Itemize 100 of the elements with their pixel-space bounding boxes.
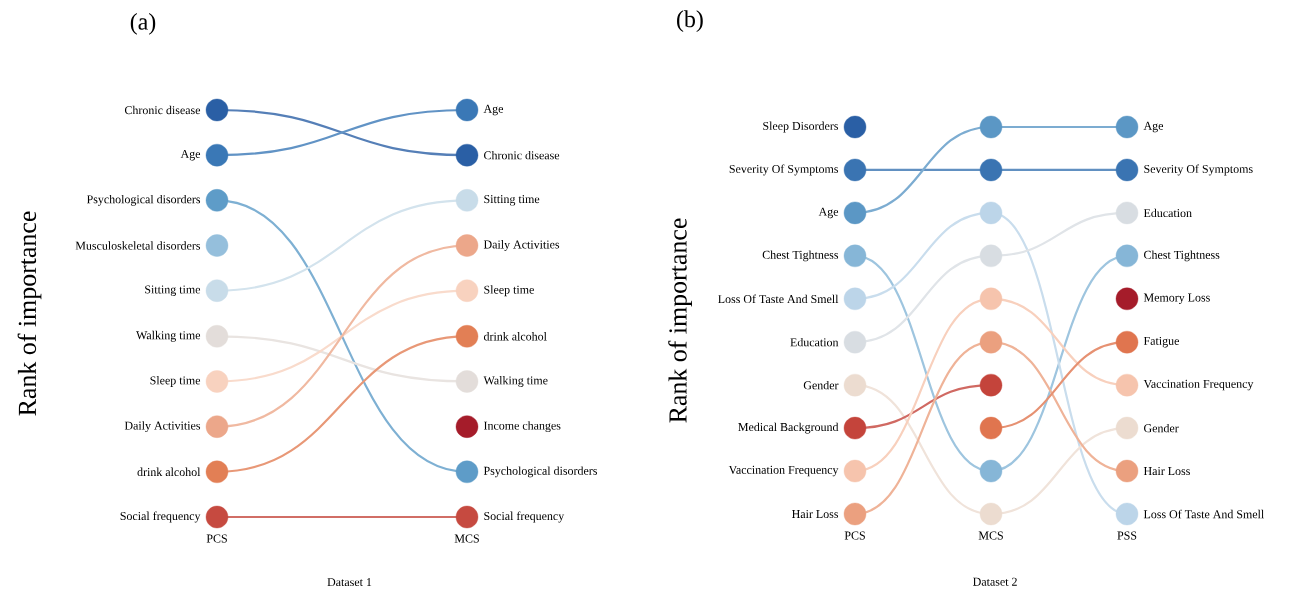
x-tick-label: PCS xyxy=(206,534,227,543)
point xyxy=(979,115,1003,139)
x-tick-label: MCS xyxy=(978,531,1003,540)
point xyxy=(205,279,229,302)
legend-label: Education xyxy=(1143,208,1192,218)
point xyxy=(1115,244,1139,268)
point xyxy=(843,201,867,225)
text: Severity Of Symptoms xyxy=(729,164,839,176)
point xyxy=(1115,201,1139,225)
text: Chest Tightness xyxy=(762,250,839,262)
point xyxy=(979,201,1003,225)
point xyxy=(205,415,229,438)
point xyxy=(455,325,479,348)
point xyxy=(455,98,479,122)
text: Age xyxy=(818,207,839,219)
text: Gender xyxy=(803,380,839,390)
y-axis-title: Rank of importance xyxy=(17,211,42,416)
legend-label: Age xyxy=(483,104,504,116)
text: Vaccination Frequency xyxy=(728,465,839,477)
legend-label: Chronic disease xyxy=(484,150,560,160)
series-label: Musculoskeletal disorders xyxy=(75,241,201,250)
x-tick-label: PSS xyxy=(1117,531,1137,540)
text: Chronic disease xyxy=(124,105,201,115)
point xyxy=(843,373,867,397)
point xyxy=(205,460,229,484)
point xyxy=(1115,459,1139,483)
point xyxy=(455,234,479,257)
legend-label: Income changes xyxy=(483,421,561,433)
legend-label: Sitting time xyxy=(484,195,540,206)
legend-label: Vaccination Frequency xyxy=(1143,379,1254,391)
point xyxy=(455,505,479,529)
point xyxy=(1115,502,1139,526)
point xyxy=(455,460,479,484)
text: Social frequency xyxy=(120,511,201,523)
chart-title: (b) xyxy=(677,10,703,33)
text: Sitting time xyxy=(145,285,201,296)
point xyxy=(1115,330,1139,354)
point xyxy=(843,244,867,268)
point xyxy=(205,370,229,393)
point xyxy=(1115,115,1139,139)
legend-label: Hair Loss xyxy=(1143,467,1190,476)
series-label: Medical Background xyxy=(738,422,839,434)
text: Loss Of Taste And Smell xyxy=(718,294,839,304)
point xyxy=(979,330,1003,354)
legend-label: Social frequency xyxy=(484,511,565,523)
x-tick-label: MCS xyxy=(454,534,479,543)
point xyxy=(979,158,1003,182)
text: drink alcohol xyxy=(137,467,201,477)
point xyxy=(205,189,229,212)
legend-label: Memory Loss xyxy=(1143,293,1210,305)
point xyxy=(843,115,867,139)
text: Hair Loss xyxy=(792,509,839,519)
point xyxy=(843,287,867,311)
point xyxy=(979,416,1003,440)
x-axis-title: Dataset 1 xyxy=(327,578,372,587)
y-axis-title: Rank of importance xyxy=(668,218,692,423)
legend-label: Daily Activities xyxy=(483,240,560,251)
x-axis-title: Dataset 2 xyxy=(973,577,1017,586)
point xyxy=(843,416,867,440)
point xyxy=(843,502,867,526)
legend-label: Loss Of Taste And Smell xyxy=(1143,509,1264,519)
text: Psychological disorders xyxy=(86,194,201,206)
text: Daily Activities xyxy=(124,421,201,433)
legend-label: Sleep time xyxy=(484,285,534,297)
point xyxy=(1115,373,1139,397)
point xyxy=(843,459,867,483)
text: Walking time xyxy=(136,330,201,342)
text: Sleep time xyxy=(150,376,201,387)
point xyxy=(205,234,229,257)
point xyxy=(1115,287,1139,311)
legend-label: Severity Of Symptoms xyxy=(1144,164,1253,176)
point xyxy=(979,244,1003,268)
legend-label: Age xyxy=(1143,121,1164,133)
legend-label: drink alcohol xyxy=(483,332,547,341)
point xyxy=(455,415,479,438)
legend-label: Psychological disorders xyxy=(483,466,597,478)
text: Education xyxy=(790,337,839,347)
point xyxy=(455,189,479,212)
point xyxy=(979,459,1003,483)
legend-label: Walking time xyxy=(483,376,548,387)
point xyxy=(205,505,229,529)
point xyxy=(843,158,867,182)
legend-label: Chest Tightness xyxy=(1144,250,1220,262)
chart-title: (a) xyxy=(130,12,156,35)
point xyxy=(979,287,1003,311)
point xyxy=(1115,416,1139,440)
x-tick-label: PCS xyxy=(844,531,865,540)
series-label: Sleep Disorders xyxy=(763,121,839,133)
point xyxy=(455,370,479,393)
point xyxy=(1115,158,1139,182)
point xyxy=(979,373,1003,397)
point xyxy=(455,279,479,302)
point xyxy=(205,325,229,348)
point xyxy=(205,143,229,167)
point xyxy=(455,143,479,167)
point xyxy=(843,330,867,354)
legend-label: Gender xyxy=(1144,423,1179,433)
point xyxy=(979,502,1003,526)
text: Age xyxy=(180,149,201,161)
point xyxy=(205,98,229,122)
